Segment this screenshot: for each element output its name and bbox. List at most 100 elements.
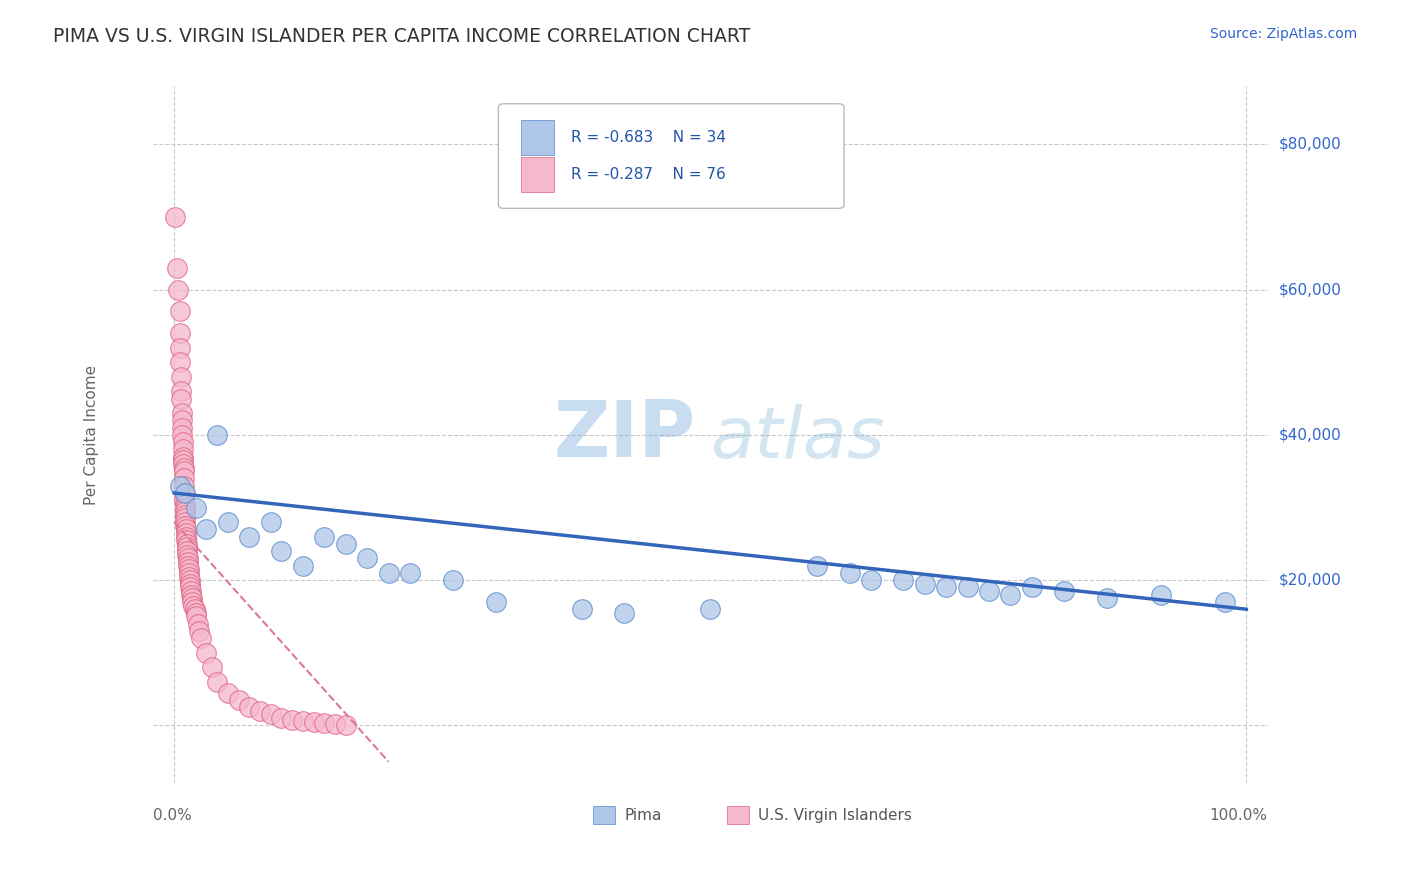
Text: Per Capita Income: Per Capita Income bbox=[84, 365, 98, 505]
Text: 0.0%: 0.0% bbox=[153, 808, 191, 823]
Text: R = -0.683    N = 34: R = -0.683 N = 34 bbox=[571, 129, 725, 145]
Text: R = -0.287    N = 76: R = -0.287 N = 76 bbox=[571, 168, 725, 182]
Point bbox=[179, 562, 201, 576]
Point bbox=[169, 392, 191, 406]
Point bbox=[179, 581, 201, 595]
Point bbox=[173, 479, 195, 493]
Point bbox=[165, 210, 187, 224]
Point bbox=[314, 716, 336, 731]
Point bbox=[174, 497, 197, 511]
Point bbox=[238, 530, 260, 544]
FancyBboxPatch shape bbox=[498, 103, 844, 209]
Point bbox=[176, 548, 198, 562]
Point bbox=[699, 602, 721, 616]
Point bbox=[174, 530, 197, 544]
Point bbox=[170, 428, 193, 442]
Point bbox=[169, 341, 191, 355]
Point bbox=[173, 464, 195, 478]
Point bbox=[260, 515, 283, 529]
Point bbox=[173, 486, 195, 500]
Point bbox=[174, 525, 197, 540]
Point bbox=[184, 609, 207, 624]
Point bbox=[195, 646, 218, 660]
Point bbox=[1000, 588, 1022, 602]
Point bbox=[166, 260, 188, 275]
Point bbox=[205, 428, 228, 442]
Point bbox=[170, 413, 193, 427]
Point bbox=[281, 713, 304, 727]
Point bbox=[860, 573, 883, 587]
Point bbox=[238, 700, 260, 714]
Point bbox=[179, 569, 201, 583]
Point bbox=[174, 518, 197, 533]
Point bbox=[399, 566, 422, 580]
Point bbox=[179, 576, 201, 591]
Point bbox=[180, 584, 202, 599]
Point bbox=[174, 508, 197, 522]
Point bbox=[270, 544, 292, 558]
Point bbox=[172, 453, 194, 467]
Point bbox=[181, 595, 204, 609]
Point bbox=[977, 584, 1000, 599]
Point bbox=[891, 573, 914, 587]
Point bbox=[167, 283, 190, 297]
Point bbox=[195, 522, 218, 536]
Text: $60,000: $60,000 bbox=[1279, 282, 1341, 297]
Text: $80,000: $80,000 bbox=[1279, 137, 1341, 152]
Text: $40,000: $40,000 bbox=[1279, 427, 1341, 442]
Point bbox=[571, 602, 593, 616]
Point bbox=[335, 537, 357, 551]
Point bbox=[169, 369, 191, 384]
Point bbox=[187, 616, 209, 631]
Point bbox=[323, 717, 346, 731]
Point bbox=[176, 544, 198, 558]
Point bbox=[377, 566, 399, 580]
Point bbox=[228, 693, 250, 707]
Point bbox=[173, 493, 195, 508]
Point bbox=[181, 591, 204, 606]
Text: Pima: Pima bbox=[624, 807, 662, 822]
Text: Source: ZipAtlas.com: Source: ZipAtlas.com bbox=[1209, 27, 1357, 41]
Point bbox=[174, 522, 197, 536]
Point bbox=[183, 599, 205, 613]
FancyBboxPatch shape bbox=[727, 806, 749, 824]
Point bbox=[174, 511, 197, 525]
Point bbox=[441, 573, 464, 587]
Point bbox=[176, 537, 198, 551]
Point bbox=[169, 479, 191, 493]
Point bbox=[174, 504, 197, 518]
Point bbox=[174, 515, 197, 529]
Point bbox=[1213, 595, 1236, 609]
Point bbox=[205, 674, 228, 689]
Point bbox=[169, 355, 191, 369]
FancyBboxPatch shape bbox=[593, 806, 616, 824]
Point bbox=[174, 486, 197, 500]
Point bbox=[270, 711, 292, 725]
Point bbox=[169, 326, 191, 341]
Point bbox=[183, 602, 205, 616]
Point bbox=[172, 450, 194, 464]
Point bbox=[260, 707, 283, 722]
Point bbox=[174, 533, 197, 548]
FancyBboxPatch shape bbox=[520, 120, 554, 154]
Point bbox=[302, 715, 325, 730]
Text: PIMA VS U.S. VIRGIN ISLANDER PER CAPITA INCOME CORRELATION CHART: PIMA VS U.S. VIRGIN ISLANDER PER CAPITA … bbox=[53, 27, 751, 45]
Text: 100.0%: 100.0% bbox=[1209, 808, 1268, 823]
Point bbox=[1053, 584, 1076, 599]
Point bbox=[1095, 591, 1118, 606]
Text: atlas: atlas bbox=[710, 404, 884, 473]
Point bbox=[172, 457, 194, 471]
Point bbox=[174, 500, 197, 515]
Point bbox=[170, 406, 193, 420]
Point bbox=[173, 471, 195, 485]
Text: U.S. Virgin Islanders: U.S. Virgin Islanders bbox=[758, 807, 912, 822]
Point bbox=[249, 704, 271, 718]
Point bbox=[356, 551, 378, 566]
Point bbox=[173, 460, 195, 475]
Point bbox=[806, 558, 828, 573]
Point bbox=[177, 558, 200, 573]
Point bbox=[838, 566, 860, 580]
Point bbox=[172, 435, 194, 450]
Point bbox=[935, 581, 957, 595]
Point bbox=[314, 530, 336, 544]
